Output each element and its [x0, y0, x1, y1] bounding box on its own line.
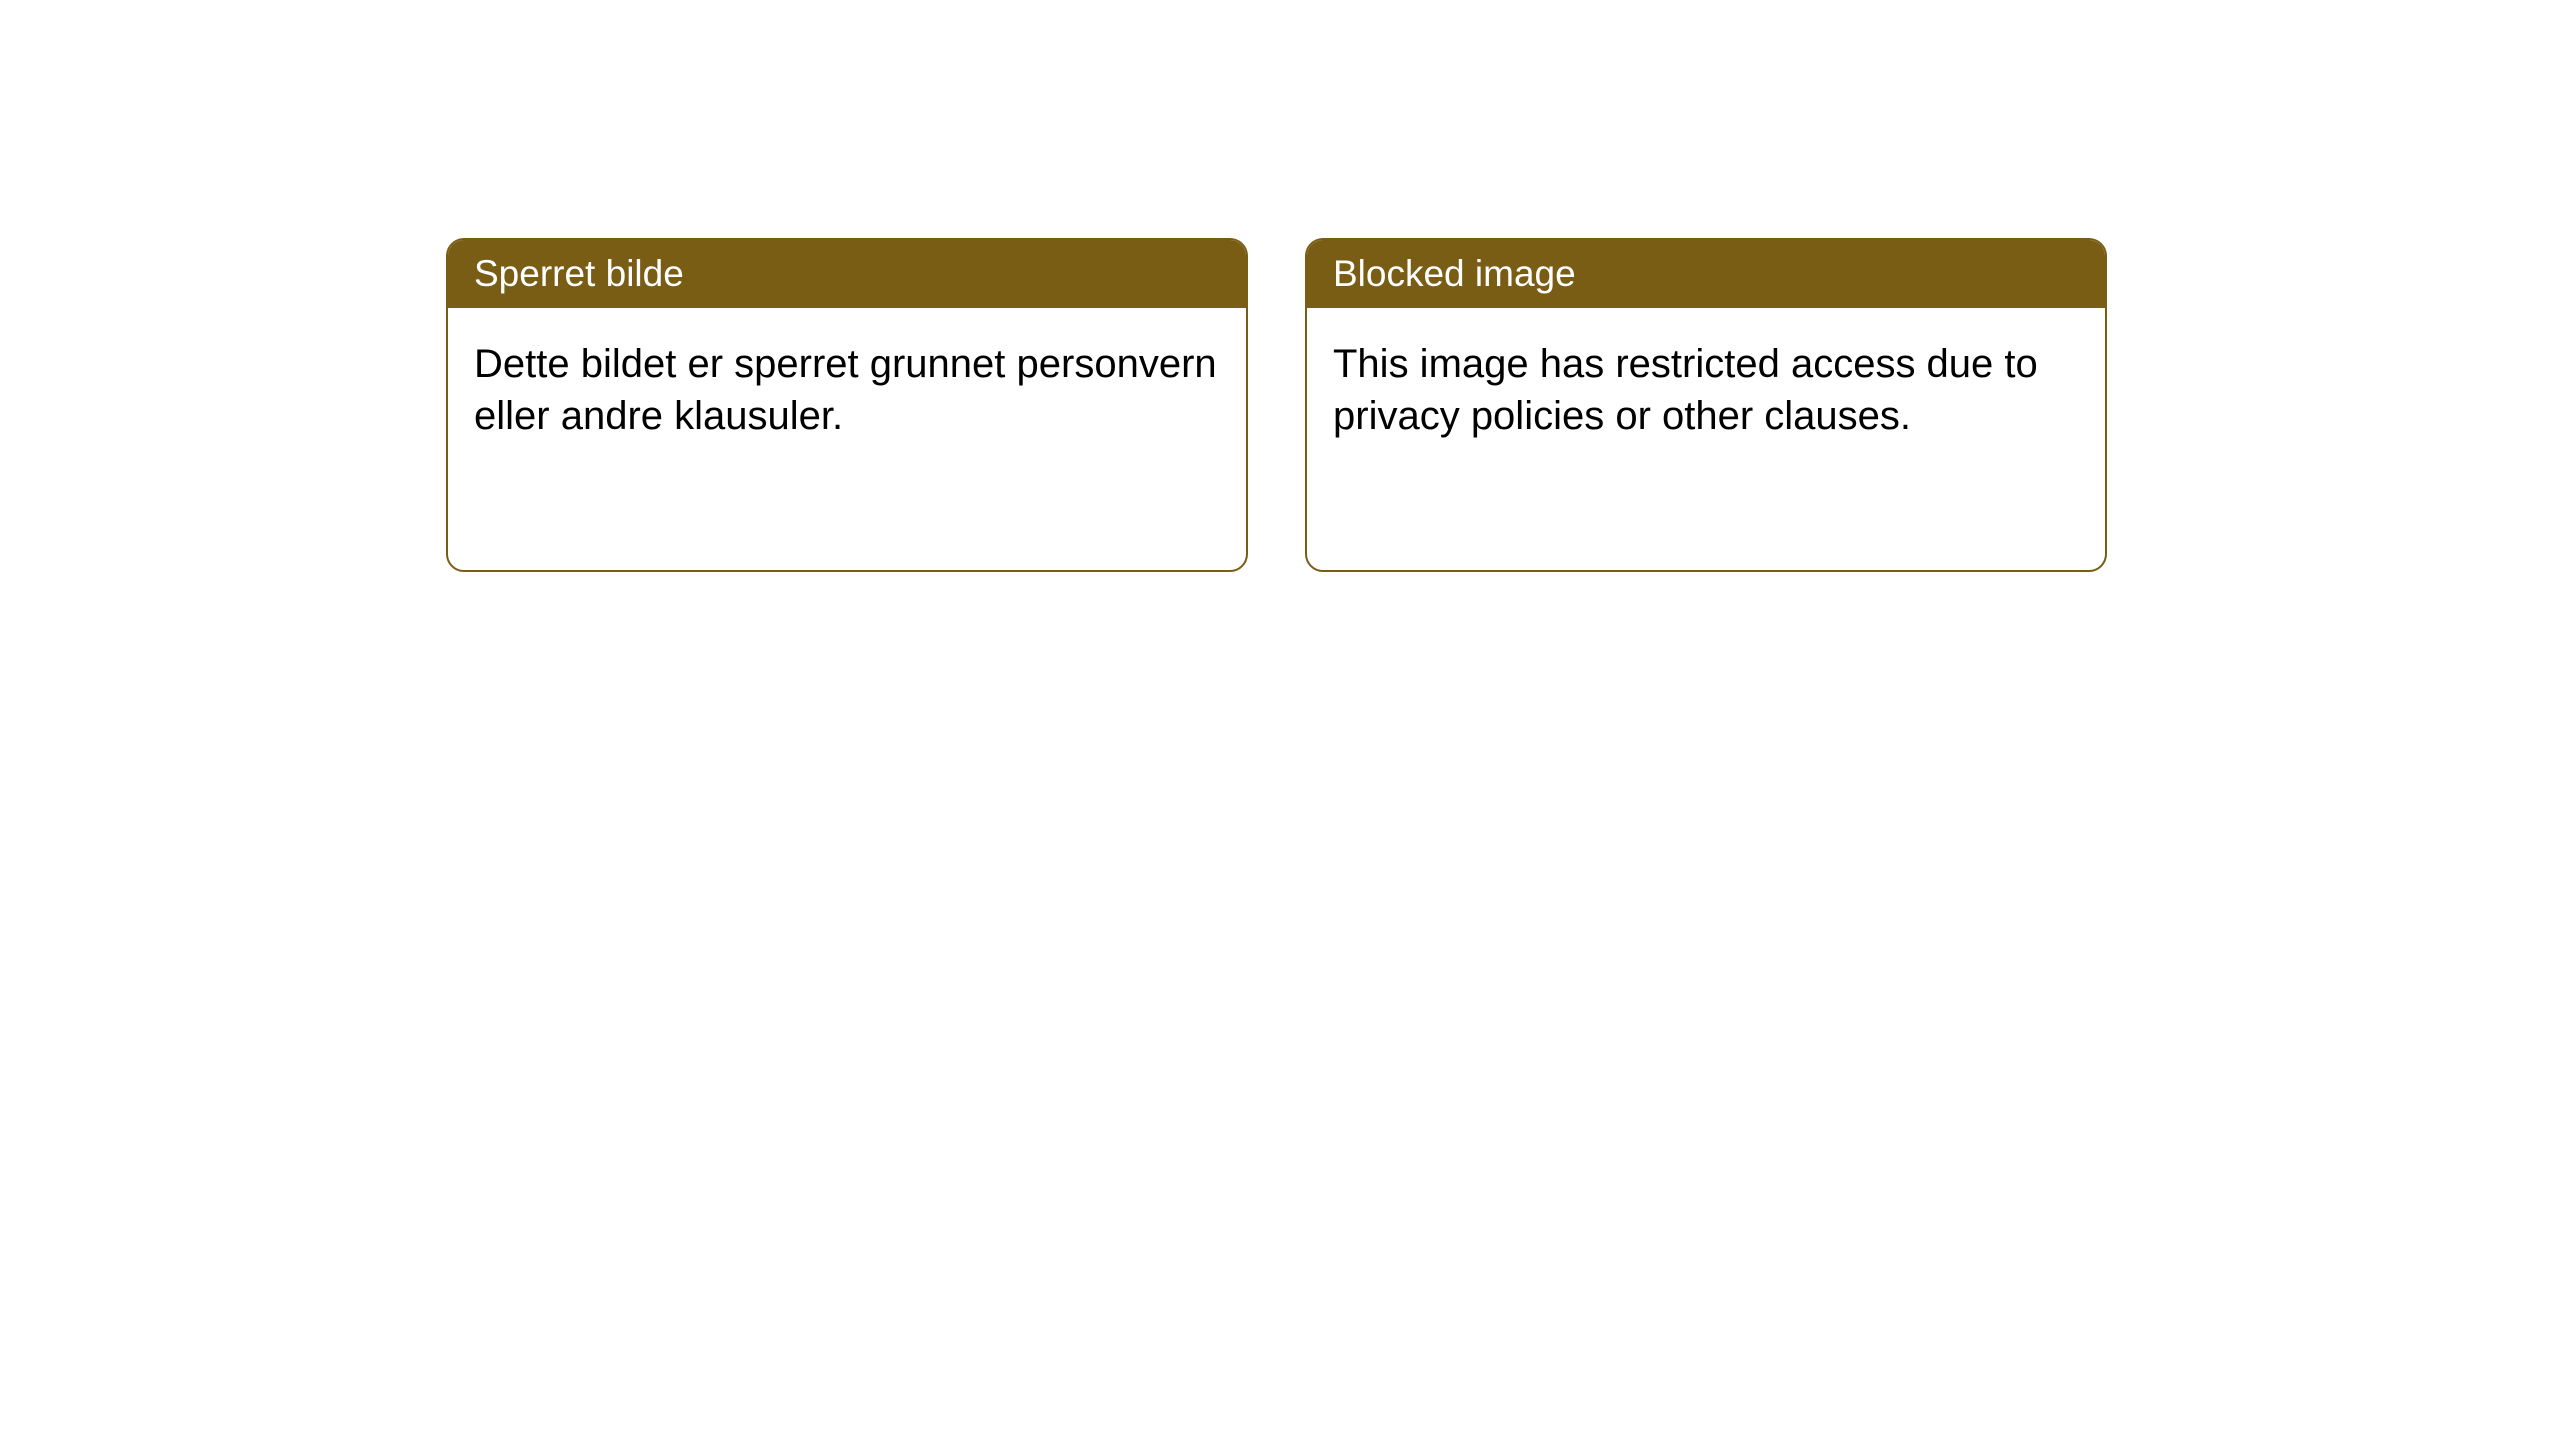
card-header: Blocked image [1307, 240, 2105, 308]
card-message: This image has restricted access due to … [1333, 342, 2038, 438]
card-title: Blocked image [1333, 253, 1576, 294]
blocked-image-card-no: Sperret bilde Dette bildet er sperret gr… [446, 238, 1248, 572]
card-body: Dette bildet er sperret grunnet personve… [448, 308, 1246, 472]
card-header: Sperret bilde [448, 240, 1246, 308]
card-title: Sperret bilde [474, 253, 684, 294]
card-body: This image has restricted access due to … [1307, 308, 2105, 472]
cards-container: Sperret bilde Dette bildet er sperret gr… [446, 238, 2107, 572]
blocked-image-card-en: Blocked image This image has restricted … [1305, 238, 2107, 572]
card-message: Dette bildet er sperret grunnet personve… [474, 342, 1217, 438]
